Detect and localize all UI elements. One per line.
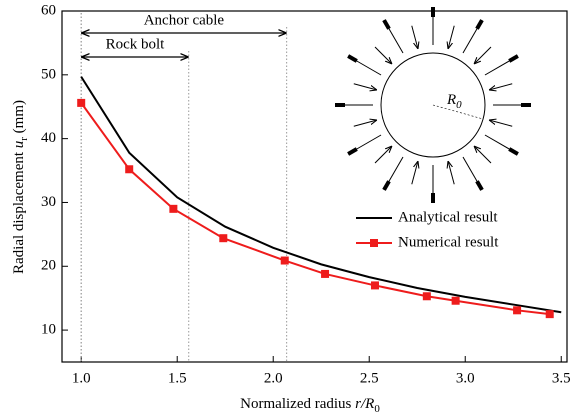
tunnel-circle <box>380 52 486 158</box>
y-label-part: r <box>18 137 30 141</box>
x-tick-label: 3.0 <box>456 370 475 386</box>
y-label-part: Radial displacement <box>11 148 27 274</box>
x-tick-label: 1.5 <box>168 370 187 386</box>
x-label-part: r <box>355 396 361 412</box>
legend-label: Analytical result <box>398 209 498 225</box>
x-label-part: /R <box>360 396 374 412</box>
inset-arrow <box>448 161 455 185</box>
y-label-part: u <box>11 141 27 149</box>
inset-head <box>382 180 391 191</box>
y-tick-label: 40 <box>41 130 56 146</box>
x-tick-label: 2.0 <box>264 370 283 386</box>
inset-arrow <box>353 120 377 127</box>
inset-arrow <box>411 25 418 49</box>
inset-head <box>508 147 519 156</box>
annotation-label: Anchor cable <box>144 12 225 28</box>
inset-head <box>382 19 391 30</box>
marker <box>370 281 379 290</box>
inset-arrow <box>489 120 513 127</box>
inset-label-main: R <box>446 92 456 108</box>
inset-head <box>475 180 484 191</box>
inset-arrow <box>411 161 418 185</box>
marker <box>513 306 522 315</box>
x-label-part: Normalized radius <box>240 396 355 412</box>
inset-head <box>508 54 519 63</box>
marker <box>451 296 460 305</box>
plot-frame <box>61 10 568 363</box>
annotation-label: Rock bolt <box>106 36 166 52</box>
marker <box>321 269 330 278</box>
inset-arrow <box>374 146 392 164</box>
y-tick-label: 10 <box>41 322 56 338</box>
legend-label: Numerical result <box>398 234 499 250</box>
marker <box>280 256 289 265</box>
x-tick-label: 3.5 <box>552 370 571 386</box>
inset-arrow <box>353 83 377 90</box>
marker <box>77 98 86 107</box>
x-tick-label: 2.5 <box>360 370 379 386</box>
marker <box>545 310 554 319</box>
inset-arrow <box>474 146 492 164</box>
inset-head <box>347 147 358 156</box>
inset-head <box>347 54 358 63</box>
x-label-part: 0 <box>374 403 380 415</box>
marker <box>422 292 431 301</box>
series-line <box>80 76 562 314</box>
inset-arrow <box>474 46 492 64</box>
radius-line <box>432 104 484 120</box>
inset-arrow <box>448 25 455 49</box>
x-tick-label: 1.0 <box>72 370 91 386</box>
marker <box>125 165 134 174</box>
inset-arrow <box>489 83 513 90</box>
y-tick-label: 20 <box>41 258 56 274</box>
y-label-part: (mm) <box>11 100 27 137</box>
y-axis-label: Radial displacement ur (mm) <box>11 100 29 274</box>
y-tick-label: 50 <box>41 66 56 82</box>
marker <box>169 204 178 213</box>
legend-marker <box>370 239 378 247</box>
marker <box>219 234 228 243</box>
inset-label: R0 <box>446 92 462 110</box>
x-axis-label: Normalized radius r/R0 <box>240 396 380 414</box>
inset-arrow <box>374 46 392 64</box>
y-tick-label: 30 <box>41 194 56 210</box>
y-tick-label: 60 <box>41 2 56 18</box>
inset-label-sub: 0 <box>456 99 462 111</box>
inset-head <box>475 19 484 30</box>
